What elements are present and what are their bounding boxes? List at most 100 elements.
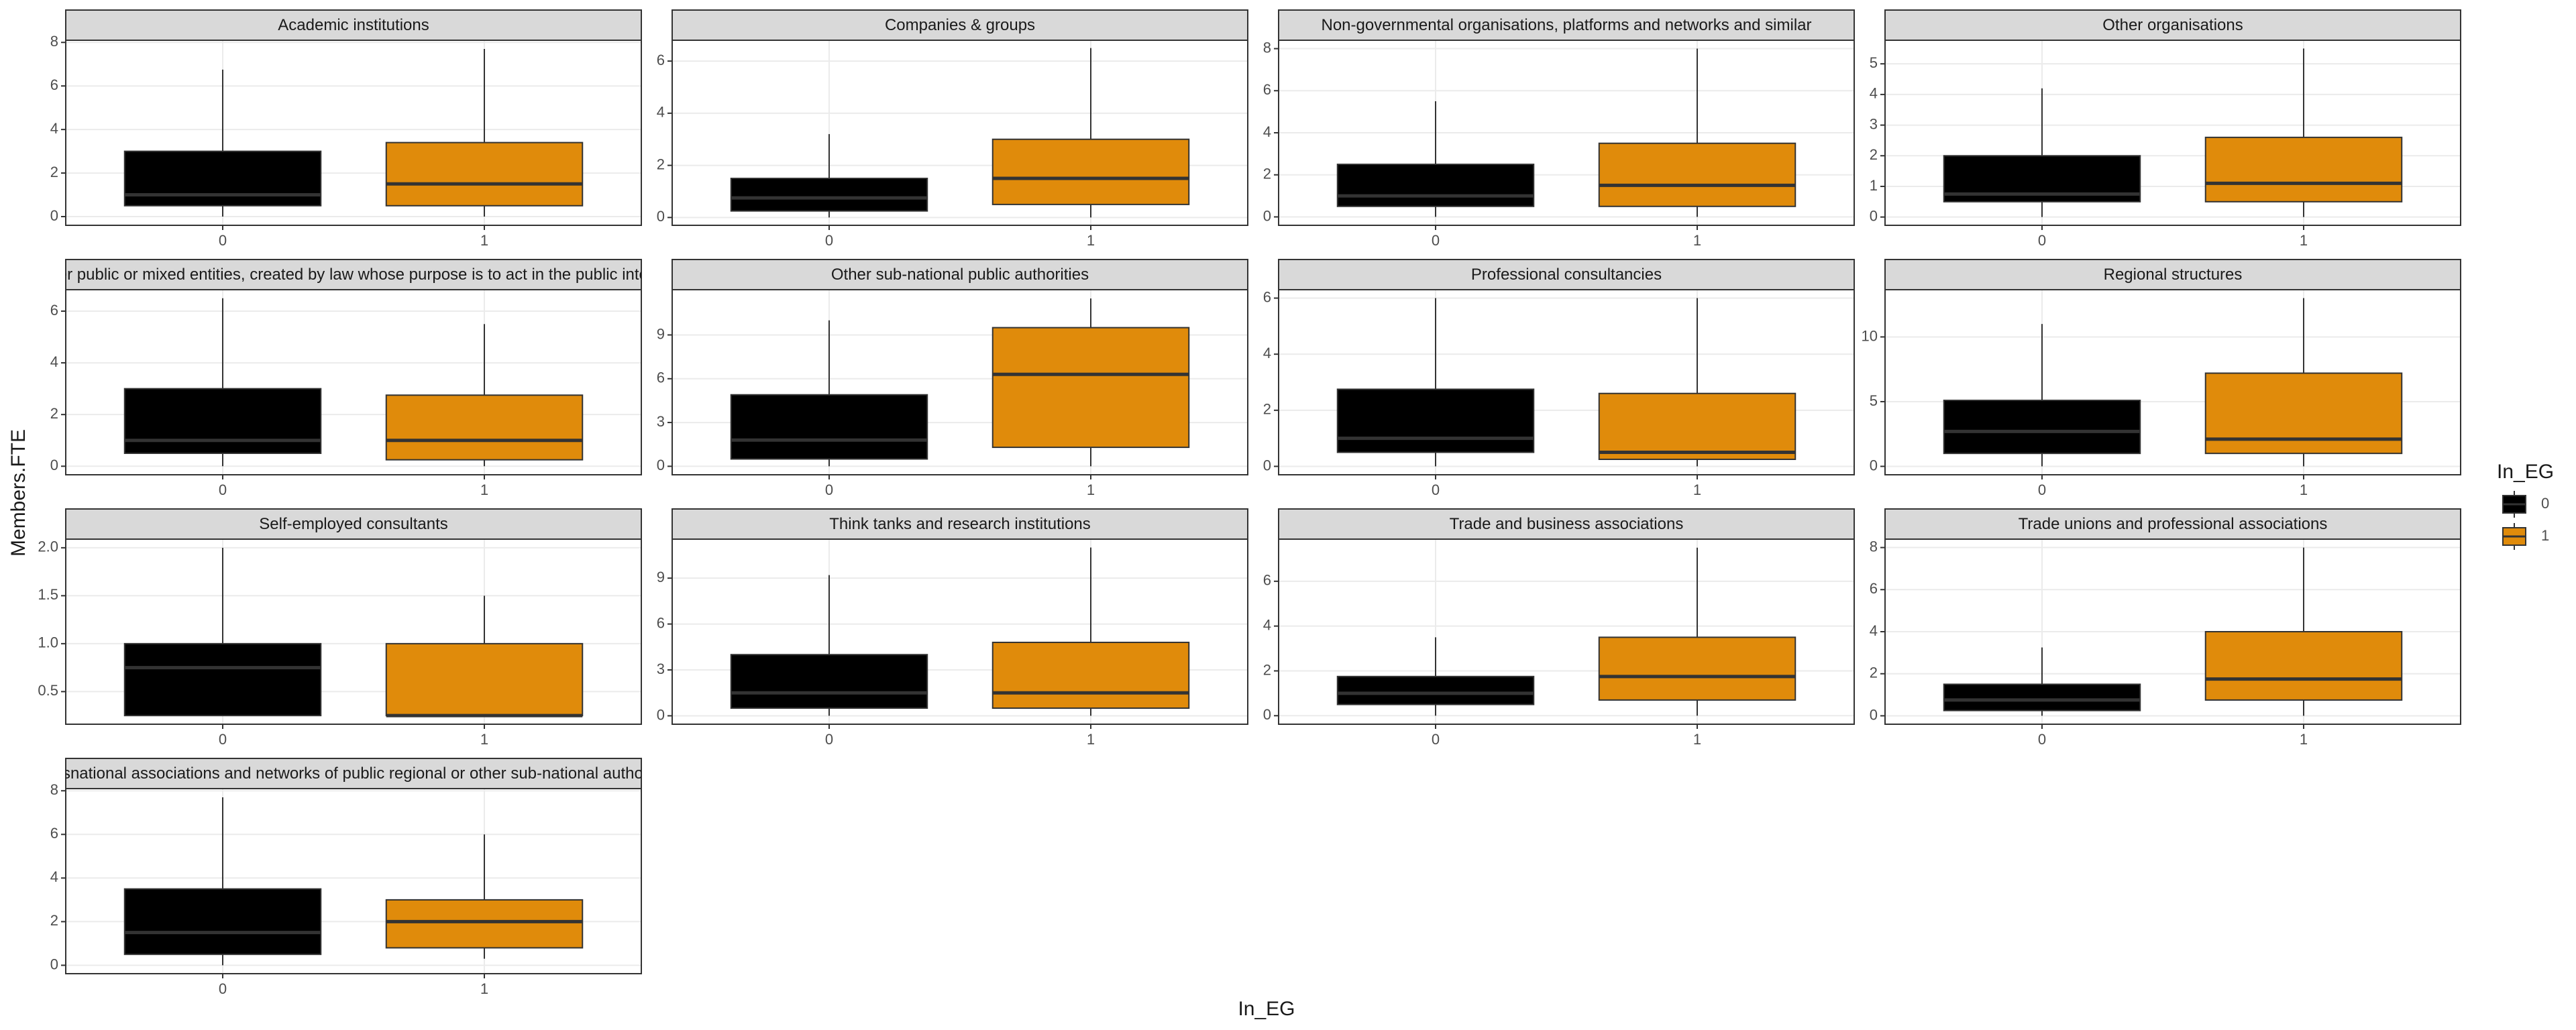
y-tick-label: 8: [50, 781, 58, 798]
y-tick-label: 0: [50, 457, 58, 473]
y-tick-label: 3: [1870, 115, 1878, 132]
strip: [65, 259, 642, 290]
y-tick-label: 0: [1263, 207, 1271, 224]
box: [123, 150, 322, 207]
x-tick-label: 0: [1432, 232, 1440, 249]
x-tick-label: 0: [2038, 731, 2046, 748]
panel-border: [1884, 289, 2461, 475]
y-tick-label: 6: [1263, 81, 1271, 98]
legend-label: 0: [2541, 495, 2549, 512]
box: [991, 327, 1190, 449]
x-tick-label: 1: [1087, 481, 1095, 498]
y-tick-label: 10: [1862, 327, 1878, 344]
x-tick-label: 1: [1693, 731, 1701, 748]
x-tick-label: 0: [219, 980, 227, 997]
y-axis-title: Members.FTE: [7, 429, 30, 557]
box: [1943, 400, 2141, 455]
legend-label: 1: [2541, 527, 2549, 544]
y-tick-label: 6: [657, 369, 665, 386]
strip: [65, 758, 642, 789]
y-tick-label: 9: [657, 569, 665, 585]
panel-border: [65, 289, 642, 475]
y-tick-label: 2: [50, 405, 58, 422]
y-tick-label: 6: [1263, 572, 1271, 589]
panel-border: [672, 538, 1248, 725]
y-tick-label: 2: [1870, 146, 1878, 163]
box: [2204, 136, 2403, 203]
strip-title: Other organisations: [2102, 16, 2243, 34]
strip: [672, 9, 1248, 41]
y-tick-label: 2: [50, 164, 58, 180]
x-tick-label: 0: [825, 481, 833, 498]
y-tick-label: 4: [50, 353, 58, 370]
y-tick-label: 8: [1870, 538, 1878, 555]
y-tick-label: 6: [657, 52, 665, 68]
y-tick-label: 8: [50, 33, 58, 50]
panel-border: [1884, 538, 2461, 725]
y-tick-label: 0: [1870, 207, 1878, 224]
y-tick-label: 4: [1870, 85, 1878, 102]
y-tick-label: 0: [657, 706, 665, 723]
strip-group: Professional consultancies: [1471, 266, 1662, 284]
y-tick-label: 6: [50, 76, 58, 93]
strip-group: Companies & groups: [885, 16, 1035, 34]
box: [1943, 683, 2141, 711]
box: [730, 178, 928, 212]
x-tick-label: 1: [1693, 232, 1701, 249]
x-tick-label: 1: [480, 232, 488, 249]
strip-title: Other public or mixed entities, created …: [32, 266, 675, 284]
strip-group: Transnational associations and networks …: [66, 764, 641, 783]
y-tick-label: 9: [657, 325, 665, 342]
y-tick-label: 4: [50, 868, 58, 885]
panel-border: [65, 40, 642, 226]
x-tick-label: 1: [2300, 481, 2308, 498]
box: [991, 138, 1190, 205]
strip: [672, 508, 1248, 540]
strip-group: Self-employed consultants: [259, 515, 447, 533]
y-tick-label: 6: [1870, 580, 1878, 597]
y-tick-label: 2: [50, 912, 58, 929]
strip-title: Companies & groups: [885, 16, 1035, 34]
x-tick-label: 1: [1087, 232, 1095, 249]
box: [1598, 142, 1796, 207]
box: [991, 641, 1190, 709]
y-tick-label: 4: [657, 104, 665, 121]
box: [385, 141, 584, 207]
box: [123, 888, 322, 956]
y-tick-label: 0: [50, 207, 58, 224]
panel-border: [1278, 289, 1855, 475]
panel-border: [65, 538, 642, 725]
x-tick-label: 1: [2300, 731, 2308, 748]
box: [123, 388, 322, 455]
y-tick-label: 2: [657, 156, 665, 172]
strip-group: Trade and business associations: [1450, 515, 1684, 533]
y-tick-label: 6: [50, 302, 58, 319]
x-tick-label: 0: [2038, 481, 2046, 498]
strip-title: Think tanks and research institutions: [829, 515, 1091, 533]
x-axis-title: In_EG: [1238, 998, 1295, 1020]
strip-group: Regional structures: [2104, 266, 2243, 284]
panel-border: [672, 289, 1248, 475]
x-tick-label: 1: [1087, 731, 1095, 748]
strip: [65, 9, 642, 41]
x-tick-label: 0: [1432, 731, 1440, 748]
box: [385, 642, 584, 717]
panel-border: [1884, 40, 2461, 226]
y-tick-label: 1.0: [38, 634, 58, 651]
y-tick-label: 2.0: [38, 538, 58, 555]
y-tick-label: 3: [657, 661, 665, 677]
strip-group: Think tanks and research institutions: [829, 515, 1091, 533]
y-tick-label: 6: [50, 825, 58, 842]
y-tick-label: 1.5: [38, 586, 58, 603]
x-tick-label: 1: [480, 731, 488, 748]
strip: [65, 508, 642, 540]
x-tick-label: 0: [219, 731, 227, 748]
box: [385, 394, 584, 461]
x-tick-label: 1: [2300, 232, 2308, 249]
x-tick-label: 1: [480, 481, 488, 498]
strip-title: Trade unions and professional associatio…: [2019, 515, 2328, 533]
strip-title: Self-employed consultants: [259, 515, 447, 533]
strip-group: Other organisations: [2102, 16, 2243, 34]
box: [123, 642, 322, 717]
